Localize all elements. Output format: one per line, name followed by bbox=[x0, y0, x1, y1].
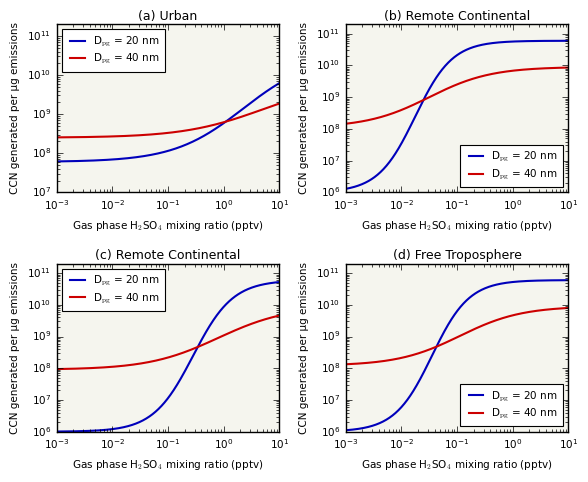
D$_\mathrm{pg}$ = 20 nm bbox=[510, 279, 517, 285]
Line: D$_\mathrm{pg}$ = 40 nm: D$_\mathrm{pg}$ = 40 nm bbox=[346, 308, 569, 364]
D$_\mathrm{pg}$ = 40 nm bbox=[565, 305, 572, 311]
D$_\mathrm{pg}$ = 40 nm bbox=[510, 312, 517, 318]
D$_\mathrm{pg}$ = 40 nm bbox=[154, 357, 161, 363]
D$_\mathrm{pg}$ = 20 nm bbox=[443, 62, 450, 67]
D$_\mathrm{pg}$ = 40 nm bbox=[491, 318, 498, 324]
D$_\mathrm{pg}$ = 20 nm bbox=[473, 290, 480, 295]
D$_\mathrm{pg}$ = 20 nm bbox=[565, 277, 572, 283]
D$_\mathrm{pg}$ = 20 nm bbox=[491, 40, 498, 46]
D$_\mathrm{pg}$ = 40 nm bbox=[92, 365, 99, 371]
Line: D$_\mathrm{pg}$ = 40 nm: D$_\mathrm{pg}$ = 40 nm bbox=[56, 316, 279, 369]
D$_\mathrm{pg}$ = 40 nm bbox=[220, 119, 228, 125]
D$_\mathrm{pg}$ = 40 nm bbox=[491, 70, 498, 76]
Y-axis label: CCN generated per μg emissions: CCN generated per μg emissions bbox=[299, 262, 309, 434]
D$_\mathrm{pg}$ = 40 nm bbox=[53, 366, 60, 372]
D$_\mathrm{pg}$ = 40 nm bbox=[202, 124, 209, 130]
Y-axis label: CCN generated per μg emissions: CCN generated per μg emissions bbox=[299, 22, 309, 194]
D$_\mathrm{pg}$ = 20 nm bbox=[111, 426, 118, 432]
Line: D$_\mathrm{pg}$ = 40 nm: D$_\mathrm{pg}$ = 40 nm bbox=[56, 104, 279, 137]
D$_\mathrm{pg}$ = 20 nm bbox=[184, 363, 191, 369]
D$_\mathrm{pg}$ = 40 nm bbox=[342, 121, 349, 127]
D$_\mathrm{pg}$ = 40 nm bbox=[443, 86, 450, 92]
Legend: D$_\mathrm{pg}$ = 20 nm, D$_\mathrm{pg}$ = 40 nm: D$_\mathrm{pg}$ = 20 nm, D$_\mathrm{pg}$… bbox=[62, 29, 165, 72]
D$_\mathrm{pg}$ = 20 nm bbox=[342, 186, 349, 192]
D$_\mathrm{pg}$ = 40 nm bbox=[565, 65, 572, 70]
Legend: D$_\mathrm{pg}$ = 20 nm, D$_\mathrm{pg}$ = 40 nm: D$_\mathrm{pg}$ = 20 nm, D$_\mathrm{pg}$… bbox=[460, 384, 563, 427]
Title: (a) Urban: (a) Urban bbox=[138, 10, 198, 23]
D$_\mathrm{pg}$ = 20 nm bbox=[565, 38, 572, 44]
D$_\mathrm{pg}$ = 40 nm bbox=[220, 332, 228, 338]
Line: D$_\mathrm{pg}$ = 20 nm: D$_\mathrm{pg}$ = 20 nm bbox=[346, 280, 569, 430]
Line: D$_\mathrm{pg}$ = 20 nm: D$_\mathrm{pg}$ = 20 nm bbox=[56, 83, 279, 161]
Line: D$_\mathrm{pg}$ = 40 nm: D$_\mathrm{pg}$ = 40 nm bbox=[346, 67, 569, 124]
D$_\mathrm{pg}$ = 20 nm bbox=[276, 279, 283, 285]
D$_\mathrm{pg}$ = 20 nm bbox=[399, 138, 406, 144]
D$_\mathrm{pg}$ = 20 nm bbox=[92, 428, 99, 433]
D$_\mathrm{pg}$ = 40 nm bbox=[399, 355, 406, 361]
D$_\mathrm{pg}$ = 40 nm bbox=[111, 364, 118, 370]
Line: D$_\mathrm{pg}$ = 20 nm: D$_\mathrm{pg}$ = 20 nm bbox=[346, 41, 569, 189]
D$_\mathrm{pg}$ = 40 nm bbox=[92, 134, 99, 140]
D$_\mathrm{pg}$ = 40 nm bbox=[184, 127, 191, 133]
D$_\mathrm{pg}$ = 20 nm bbox=[154, 151, 161, 157]
D$_\mathrm{pg}$ = 40 nm bbox=[184, 348, 191, 354]
D$_\mathrm{pg}$ = 40 nm bbox=[202, 341, 209, 347]
D$_\mathrm{pg}$ = 20 nm bbox=[202, 330, 209, 336]
D$_\mathrm{pg}$ = 40 nm bbox=[473, 325, 480, 331]
D$_\mathrm{pg}$ = 20 nm bbox=[382, 164, 389, 170]
X-axis label: Gas phase H$_2$SO$_4$ mixing ratio (pptv): Gas phase H$_2$SO$_4$ mixing ratio (pptv… bbox=[361, 458, 553, 472]
D$_\mathrm{pg}$ = 20 nm bbox=[111, 157, 118, 162]
Title: (c) Remote Continental: (c) Remote Continental bbox=[95, 249, 240, 262]
Title: (b) Remote Continental: (b) Remote Continental bbox=[384, 10, 530, 23]
D$_\mathrm{pg}$ = 40 nm bbox=[53, 134, 60, 140]
Y-axis label: CCN generated per μg emissions: CCN generated per μg emissions bbox=[10, 262, 20, 434]
D$_\mathrm{pg}$ = 40 nm bbox=[510, 68, 517, 74]
D$_\mathrm{pg}$ = 20 nm bbox=[184, 141, 191, 147]
D$_\mathrm{pg}$ = 20 nm bbox=[53, 428, 60, 434]
D$_\mathrm{pg}$ = 40 nm bbox=[276, 101, 283, 107]
D$_\mathrm{pg}$ = 20 nm bbox=[443, 325, 450, 331]
Title: (d) Free Troposphere: (d) Free Troposphere bbox=[393, 249, 522, 262]
D$_\mathrm{pg}$ = 20 nm bbox=[382, 417, 389, 423]
X-axis label: Gas phase H$_2$SO$_4$ mixing ratio (pptv): Gas phase H$_2$SO$_4$ mixing ratio (pptv… bbox=[72, 458, 263, 472]
D$_\mathrm{pg}$ = 40 nm bbox=[154, 131, 161, 137]
D$_\mathrm{pg}$ = 40 nm bbox=[111, 134, 118, 139]
D$_\mathrm{pg}$ = 20 nm bbox=[342, 428, 349, 433]
Line: D$_\mathrm{pg}$ = 20 nm: D$_\mathrm{pg}$ = 20 nm bbox=[56, 282, 279, 431]
D$_\mathrm{pg}$ = 20 nm bbox=[220, 120, 228, 126]
D$_\mathrm{pg}$ = 20 nm bbox=[473, 43, 480, 49]
Legend: D$_\mathrm{pg}$ = 20 nm, D$_\mathrm{pg}$ = 40 nm: D$_\mathrm{pg}$ = 20 nm, D$_\mathrm{pg}$… bbox=[62, 268, 165, 311]
D$_\mathrm{pg}$ = 20 nm bbox=[53, 159, 60, 164]
D$_\mathrm{pg}$ = 40 nm bbox=[342, 362, 349, 367]
D$_\mathrm{pg}$ = 20 nm bbox=[399, 402, 406, 408]
Legend: D$_\mathrm{pg}$ = 20 nm, D$_\mathrm{pg}$ = 40 nm: D$_\mathrm{pg}$ = 20 nm, D$_\mathrm{pg}$… bbox=[460, 145, 563, 187]
D$_\mathrm{pg}$ = 20 nm bbox=[276, 80, 283, 86]
D$_\mathrm{pg}$ = 20 nm bbox=[220, 303, 228, 309]
D$_\mathrm{pg}$ = 40 nm bbox=[399, 107, 406, 112]
D$_\mathrm{pg}$ = 20 nm bbox=[491, 282, 498, 288]
D$_\mathrm{pg}$ = 40 nm bbox=[276, 313, 283, 319]
D$_\mathrm{pg}$ = 40 nm bbox=[382, 358, 389, 364]
D$_\mathrm{pg}$ = 40 nm bbox=[382, 113, 389, 119]
D$_\mathrm{pg}$ = 40 nm bbox=[443, 339, 450, 345]
X-axis label: Gas phase H$_2$SO$_4$ mixing ratio (pptv): Gas phase H$_2$SO$_4$ mixing ratio (pptv… bbox=[72, 219, 263, 233]
D$_\mathrm{pg}$ = 20 nm bbox=[154, 407, 161, 413]
D$_\mathrm{pg}$ = 20 nm bbox=[202, 132, 209, 138]
X-axis label: Gas phase H$_2$SO$_4$ mixing ratio (pptv): Gas phase H$_2$SO$_4$ mixing ratio (pptv… bbox=[361, 219, 553, 233]
D$_\mathrm{pg}$ = 20 nm bbox=[92, 158, 99, 163]
D$_\mathrm{pg}$ = 20 nm bbox=[510, 39, 517, 44]
Y-axis label: CCN generated per μg emissions: CCN generated per μg emissions bbox=[10, 22, 20, 194]
D$_\mathrm{pg}$ = 40 nm bbox=[473, 75, 480, 80]
